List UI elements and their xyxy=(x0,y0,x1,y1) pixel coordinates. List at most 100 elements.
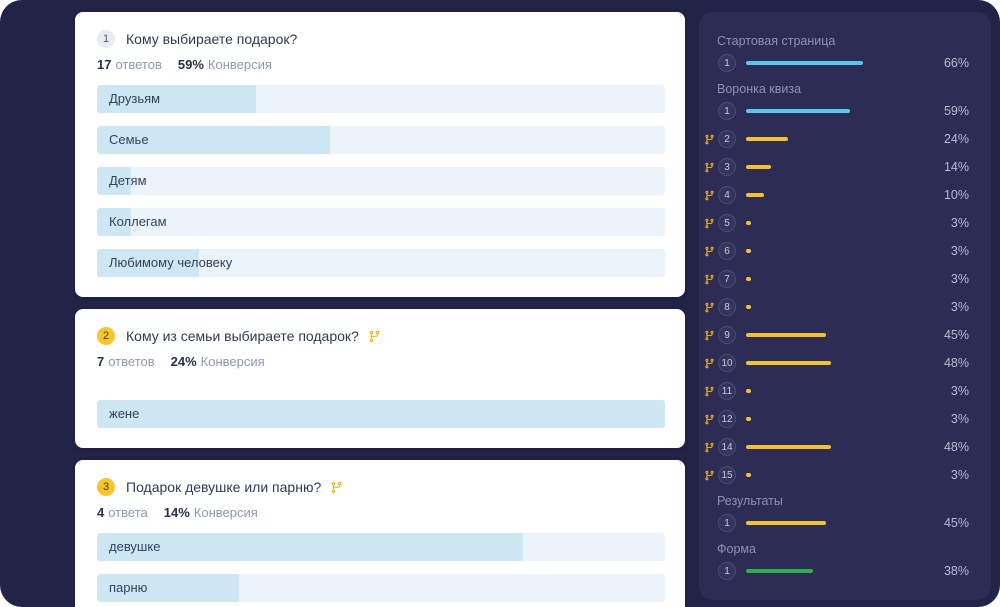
step-number-badge: 15 xyxy=(718,466,736,484)
sidebar-group: Стартовая страница 1 66% xyxy=(702,34,969,72)
step-number-badge: 9 xyxy=(718,326,736,344)
step-number-badge: 1 xyxy=(718,562,736,580)
step-bar-fill xyxy=(746,193,764,197)
answers-count: 7 xyxy=(97,354,105,369)
step-percent: 10% xyxy=(943,188,969,202)
funnel-step-row[interactable]: 15 3% xyxy=(702,466,969,484)
step-number-badge: 11 xyxy=(718,382,736,400)
funnel-step-row[interactable]: 8 3% xyxy=(702,298,969,316)
answer-bar: Любимому человеку xyxy=(97,249,665,277)
step-percent: 45% xyxy=(943,328,969,342)
sidebar-group-title: Результаты xyxy=(717,494,783,508)
funnel-step-row[interactable]: 3 14% xyxy=(702,158,969,176)
step-percent: 38% xyxy=(943,564,969,578)
step-bar-track xyxy=(746,109,923,113)
step-number-badge: 14 xyxy=(718,438,736,456)
branch-icon xyxy=(704,414,715,425)
step-bar-fill xyxy=(746,521,826,525)
step-percent: 3% xyxy=(950,216,969,230)
answer-bar: парню xyxy=(97,574,665,602)
funnel-step-row[interactable]: 14 48% xyxy=(702,438,969,456)
conversion-label: Конверсия xyxy=(200,354,265,369)
step-bar-fill xyxy=(746,569,814,573)
answer-bar-fill xyxy=(97,126,330,154)
step-number-badge: 2 xyxy=(718,130,736,148)
step-number-badge: 10 xyxy=(718,354,736,372)
answer-bar-fill xyxy=(97,400,665,428)
step-percent: 45% xyxy=(943,516,969,530)
answers-count-label: ответов xyxy=(115,57,162,72)
answers-count-label: ответов xyxy=(108,354,155,369)
step-percent: 59% xyxy=(943,104,969,118)
answer-label: Семье xyxy=(109,132,149,147)
question-card: 3 Подарок девушке или парню? 4 ответа 14% К… xyxy=(75,460,685,607)
answer-label: Коллегам xyxy=(109,214,167,229)
funnel-step-row[interactable]: 2 24% xyxy=(702,130,969,148)
step-bar-track xyxy=(746,137,923,141)
branch-icon xyxy=(704,302,715,313)
branch-icon xyxy=(704,162,715,173)
step-bar-track xyxy=(746,417,923,421)
question-card: 2 Кому из семьи выбираете подарок? 7 отве… xyxy=(75,309,685,448)
step-bar-fill xyxy=(746,417,752,421)
answers-count: 17 xyxy=(97,57,112,72)
step-number-badge: 1 xyxy=(718,54,736,72)
answers-list: девушке парню xyxy=(97,533,665,602)
branch-icon xyxy=(704,358,715,369)
branch-icon xyxy=(704,442,715,453)
funnel-step-row[interactable]: 5 3% xyxy=(702,214,969,232)
step-bar-fill xyxy=(746,61,863,65)
funnel-step-row[interactable]: 10 48% xyxy=(702,354,969,372)
step-bar-track xyxy=(746,193,923,197)
answer-bar-fill xyxy=(97,574,239,602)
funnel-sidebar: Стартовая страница 1 66% Воронка квиза 1… xyxy=(699,12,991,600)
question-header: 3 Подарок девушке или парню? xyxy=(97,478,665,496)
funnel-step-row[interactable]: 9 45% xyxy=(702,326,969,344)
answer-bar-fill xyxy=(97,85,257,113)
funnel-step-row[interactable]: 1 45% xyxy=(702,514,969,532)
question-header: 1 Кому выбираете подарок? xyxy=(97,30,665,48)
step-bar-fill xyxy=(746,249,752,253)
answer-bar: девушке xyxy=(97,533,665,561)
step-bar-fill xyxy=(746,389,752,393)
questions-column: 1 Кому выбираете подарок? 17 ответов 59% Ко… xyxy=(75,12,685,607)
step-bar-fill xyxy=(746,165,771,169)
funnel-step-row[interactable]: 1 59% xyxy=(702,102,969,120)
question-title: Подарок девушке или парню? xyxy=(126,479,322,495)
step-bar-fill xyxy=(746,277,752,281)
question-stats: 7 ответов 24% Конверсия xyxy=(97,354,665,370)
answers-count: 4 xyxy=(97,505,105,520)
step-number-badge: 3 xyxy=(718,158,736,176)
funnel-step-row[interactable]: 1 38% xyxy=(702,562,969,580)
step-bar-fill xyxy=(746,109,851,113)
funnel-step-row[interactable]: 1 66% xyxy=(702,54,969,72)
funnel-step-row[interactable]: 4 10% xyxy=(702,186,969,204)
sidebar-group-rows: 1 38% xyxy=(702,562,969,580)
step-bar-track xyxy=(746,361,923,365)
step-bar-track xyxy=(746,333,923,337)
funnel-step-row[interactable]: 12 3% xyxy=(702,410,969,428)
conversion-value: 14% xyxy=(163,505,190,520)
funnel-step-row[interactable]: 7 3% xyxy=(702,270,969,288)
question-card: 1 Кому выбираете подарок? 17 ответов 59% Ко… xyxy=(75,12,685,297)
answer-label: Друзьям xyxy=(109,91,161,106)
answers-list: жене xyxy=(97,400,665,428)
answer-bar: Коллегам xyxy=(97,208,665,236)
branch-icon xyxy=(704,246,715,257)
funnel-step-row[interactable]: 11 3% xyxy=(702,382,969,400)
answers-count-label: ответа xyxy=(108,505,148,520)
answer-bar: Семье xyxy=(97,126,665,154)
conversion-value: 59% xyxy=(177,57,204,72)
step-percent: 14% xyxy=(943,160,969,174)
question-number-badge: 2 xyxy=(97,327,115,345)
conversion-label: Конверсия xyxy=(193,505,258,520)
question-stats: 17 ответов 59% Конверсия xyxy=(97,57,665,73)
step-bar-track xyxy=(746,389,923,393)
sidebar-group-title: Форма xyxy=(717,542,756,556)
funnel-step-row[interactable]: 6 3% xyxy=(702,242,969,260)
step-bar-fill xyxy=(746,333,826,337)
answer-bar: Детям xyxy=(97,167,665,195)
answer-bar-fill xyxy=(97,533,523,561)
step-percent: 3% xyxy=(950,468,969,482)
